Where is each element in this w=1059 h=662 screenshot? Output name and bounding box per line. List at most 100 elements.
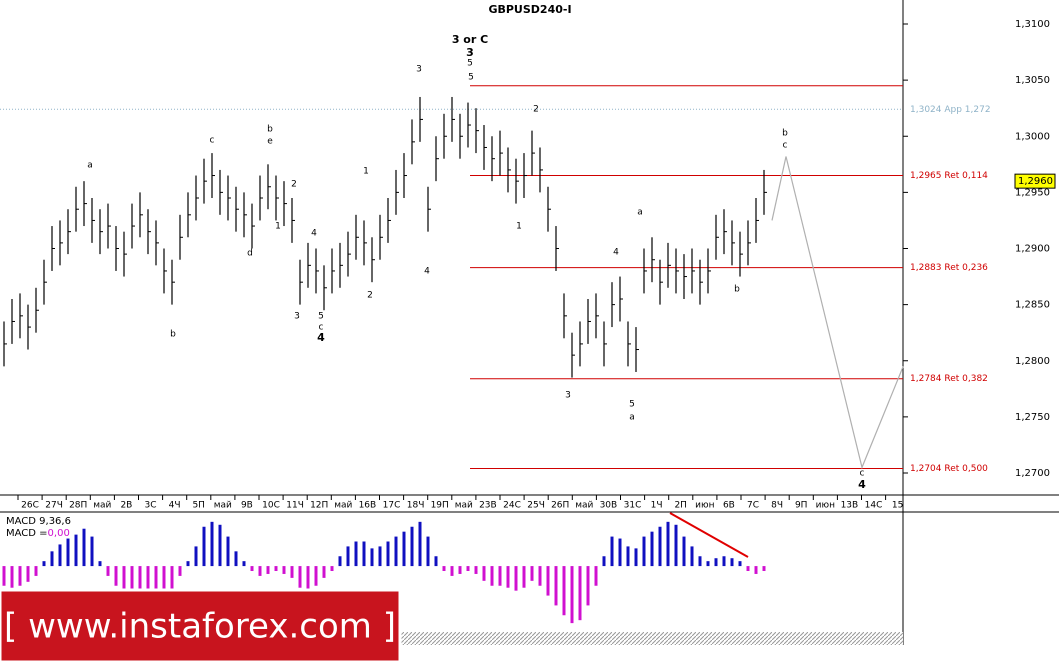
x-tick-label: 10С — [262, 501, 280, 511]
wave-label: 1 — [516, 222, 522, 232]
wave-label: b — [170, 330, 176, 340]
macd-bar — [42, 561, 46, 567]
macd-bar — [482, 566, 486, 581]
y-tick-label: 1,3000 — [1015, 131, 1050, 142]
macd-bar — [570, 566, 574, 624]
macd-bar — [306, 566, 310, 591]
macd-bar — [498, 566, 502, 586]
macd-label: MACD 9,36,6 — [6, 516, 71, 527]
divergence-line — [669, 512, 749, 558]
macd-bar — [74, 534, 78, 567]
x-tick-label: 26П — [551, 501, 569, 511]
x-tick-label: июн — [816, 501, 835, 511]
wave-label: 3 — [565, 391, 571, 401]
macd-bar — [634, 548, 638, 567]
wave-label: c — [783, 141, 788, 151]
x-tick-label: 26С — [21, 501, 39, 511]
wave-label: c — [860, 469, 865, 479]
x-tick-label: 4Ч — [169, 501, 181, 511]
macd-bar — [394, 536, 398, 567]
wave-label: 4 — [424, 267, 430, 277]
macd-bar — [442, 566, 446, 571]
macd-bar — [274, 566, 278, 571]
macd-bar — [578, 566, 582, 621]
macd-bar — [618, 538, 622, 567]
macd-bar — [546, 566, 550, 596]
wave-label: 3 — [466, 46, 474, 59]
macd-bar — [746, 566, 750, 571]
macd-bar — [282, 566, 286, 574]
last-price-box — [1014, 173, 1056, 189]
wave-label: b — [782, 129, 788, 139]
fib-level-label: 1,2704 Ret 0,500 — [910, 464, 988, 474]
macd-bar — [370, 548, 374, 567]
macd-bar — [234, 551, 238, 567]
x-tick-label: 3С — [144, 501, 156, 511]
x-tick-label: 11Ч — [286, 501, 304, 511]
macd-bar — [26, 566, 30, 582]
macd-bar — [266, 566, 270, 574]
hatched-area — [400, 632, 903, 645]
wave-label: 5 — [468, 73, 474, 83]
x-tick-label: 2П — [674, 501, 687, 511]
x-tick-label: 16В — [359, 501, 377, 511]
macd-bar — [642, 536, 646, 567]
macd-bar — [714, 558, 718, 567]
banner-text: [ www.instaforex.com ] — [4, 607, 396, 647]
x-tick-label: 15 — [892, 501, 903, 511]
wave-label: 2 — [533, 105, 539, 115]
macd-bar — [218, 524, 222, 567]
macd-bar — [250, 566, 254, 571]
x-tick-label: 31С — [624, 501, 642, 511]
wave-label: a — [629, 413, 635, 423]
plot: 1,3100 1,3050 1,3000 1,2950 1,2900 1,2850 1,28… — [0, 19, 1056, 624]
x-tick-label: 17С — [383, 501, 401, 511]
wave-label: 3 — [416, 65, 422, 75]
macd-bar — [34, 566, 38, 576]
macd-bar — [506, 566, 510, 588]
x-tick-label: май — [455, 501, 473, 511]
x-tick-label: 9П — [795, 501, 808, 511]
x-tick-label: 30В — [600, 501, 618, 511]
macd-bar — [162, 566, 166, 594]
banner-background — [0, 590, 400, 662]
macd-bar — [698, 556, 702, 567]
macd-bar — [354, 541, 358, 567]
x-tick-label: 18Ч — [407, 501, 425, 511]
macd-bar — [138, 566, 142, 594]
x-tick-label: июн — [695, 501, 714, 511]
wave-label: d — [247, 249, 253, 259]
x-tick-label: 12П — [310, 501, 328, 511]
macd-bar — [202, 526, 206, 567]
macd-bar — [242, 561, 246, 567]
macd-bar — [362, 541, 366, 567]
macd-prefix: MACD = — [6, 528, 48, 539]
macd-bar — [554, 566, 558, 606]
macd-bar — [626, 546, 630, 567]
wave-label: e — [267, 137, 273, 147]
wave-label: 4 — [317, 331, 325, 344]
wave-label: 2 — [367, 291, 373, 301]
wave-label: a — [637, 208, 643, 218]
macd-bar — [458, 566, 462, 574]
macd-bar — [674, 524, 678, 567]
macd-bar — [738, 561, 742, 567]
macd-bar — [346, 546, 350, 567]
wave-label: b — [734, 285, 740, 295]
wave-label: b — [267, 125, 273, 135]
x-tick-label: 13В — [841, 501, 859, 511]
macd-number: 0,00 — [48, 528, 70, 539]
macd-value: MACD =0,00 — [6, 528, 70, 539]
forecast-line — [771, 156, 904, 470]
x-tick-label: 8Ч — [771, 501, 783, 511]
x-tick-label: 27Ч — [45, 501, 63, 511]
macd-bar — [602, 556, 606, 567]
macd-bar — [530, 566, 534, 581]
macd-bar — [434, 556, 438, 567]
x-tick-label: 9В — [241, 501, 253, 511]
macd-bar — [314, 566, 318, 586]
macd-bar — [298, 566, 302, 588]
macd-bar — [418, 521, 422, 567]
